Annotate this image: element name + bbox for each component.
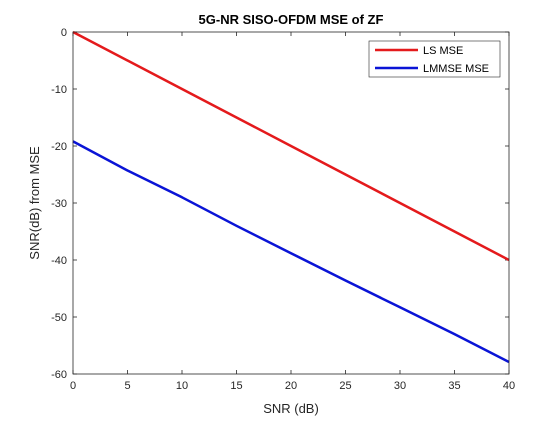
x-axis-label: SNR (dB) (263, 401, 319, 416)
y-tick-label: -50 (51, 312, 67, 324)
y-tick-label: -40 (51, 255, 67, 267)
x-tick-label: 10 (176, 380, 188, 392)
x-tick-label: 30 (394, 380, 406, 392)
legend-label-ls-mse: LS MSE (423, 45, 463, 57)
x-tick-label: 15 (230, 380, 242, 392)
plot-area (73, 32, 509, 374)
x-tick-label: 40 (503, 380, 515, 392)
chart-title: 5G-NR SISO-OFDM MSE of ZF (199, 12, 384, 27)
y-axis-label: SNR(dB) from MSE (27, 146, 42, 260)
y-tick-label: -60 (51, 369, 67, 381)
x-tick-label: 20 (285, 380, 297, 392)
legend-box (368, 40, 501, 78)
y-tick-label: -20 (51, 141, 67, 153)
axes-box (72, 31, 510, 375)
legend: LS MSE LMMSE MSE (368, 40, 501, 78)
x-axis-ticks: 0 5 10 15 20 25 30 35 40 (70, 32, 515, 392)
series-line-ls-mse (72, 30, 510, 262)
x-tick-label: 35 (448, 380, 460, 392)
x-tick-label: 5 (124, 380, 130, 392)
series-layer (72, 30, 510, 364)
x-tick-label: 25 (339, 380, 351, 392)
series-line-lmmse-mse (72, 140, 510, 364)
legend-label-lmmse-mse: LMMSE MSE (423, 63, 489, 75)
x-tick-label: 0 (70, 380, 76, 392)
y-tick-label: 0 (61, 27, 67, 39)
y-tick-label: -10 (51, 84, 67, 96)
y-axis-ticks: 0 -10 -20 -30 -40 -50 -60 (51, 27, 509, 381)
y-tick-label: -30 (51, 198, 67, 210)
